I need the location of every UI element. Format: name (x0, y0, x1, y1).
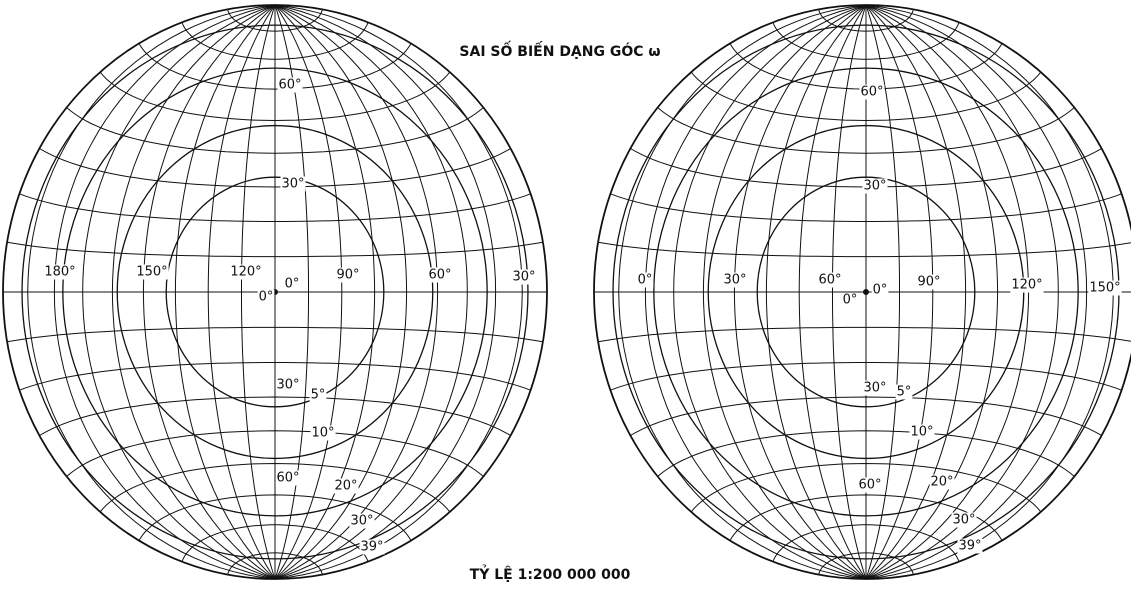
graticule-label: 20° (930, 475, 953, 490)
graticule-label: 39° (958, 539, 981, 554)
graticule-label: 120° (1011, 278, 1042, 293)
graticule-label: 60° (860, 85, 883, 100)
graticule-label: 5° (311, 388, 326, 403)
graticule-label: 60° (276, 471, 299, 486)
graticule-label: 30° (276, 378, 299, 393)
map-title: SAI SỐ BIẾN DẠNG GÓC ω (459, 40, 660, 60)
graticule-label: 39° (360, 540, 383, 555)
graticule-label: 30° (512, 270, 535, 285)
graticule-label: 20° (334, 479, 357, 494)
map-scale: TỶ LỆ 1:200 000 000 (470, 564, 631, 583)
parallel (598, 242, 1131, 256)
graticule-label: 30° (350, 514, 373, 529)
graticule-label: 180° (44, 265, 75, 280)
graticule-label: 60° (428, 268, 451, 283)
graticule-label: 0° (843, 293, 858, 308)
graticule-label: 0° (259, 290, 274, 305)
graticule-label: 150° (136, 265, 167, 280)
parallel (598, 327, 1131, 341)
graticule-label: 90° (336, 268, 359, 283)
graticule-label: 0° (873, 283, 888, 298)
graticule-label: 30° (723, 273, 746, 288)
graticule-label: 60° (818, 273, 841, 288)
graticule-label: 30° (952, 513, 975, 528)
graticule-label: 60° (858, 478, 881, 493)
graticule-label: 30° (863, 381, 886, 396)
graticule-label: 30° (281, 177, 304, 192)
graticule-label: 60° (278, 78, 301, 93)
hemisphere (3, 5, 547, 579)
graticule-label: 10° (311, 426, 334, 441)
graticule-label: 0° (285, 277, 300, 292)
graticule-label: 0° (638, 273, 653, 288)
graticule-label: 5° (897, 385, 912, 400)
graticule-label: 120° (230, 265, 261, 280)
graticule-label: 30° (863, 179, 886, 194)
graticule-label: 150° (1089, 281, 1120, 296)
center-point (864, 290, 869, 295)
graticule-label: 10° (910, 425, 933, 440)
map-page: SAI SỐ BIẾN DẠNG GÓC ω TỶ LỆ 1:200 000 0… (0, 0, 1131, 590)
graticule-label: 90° (917, 275, 940, 290)
